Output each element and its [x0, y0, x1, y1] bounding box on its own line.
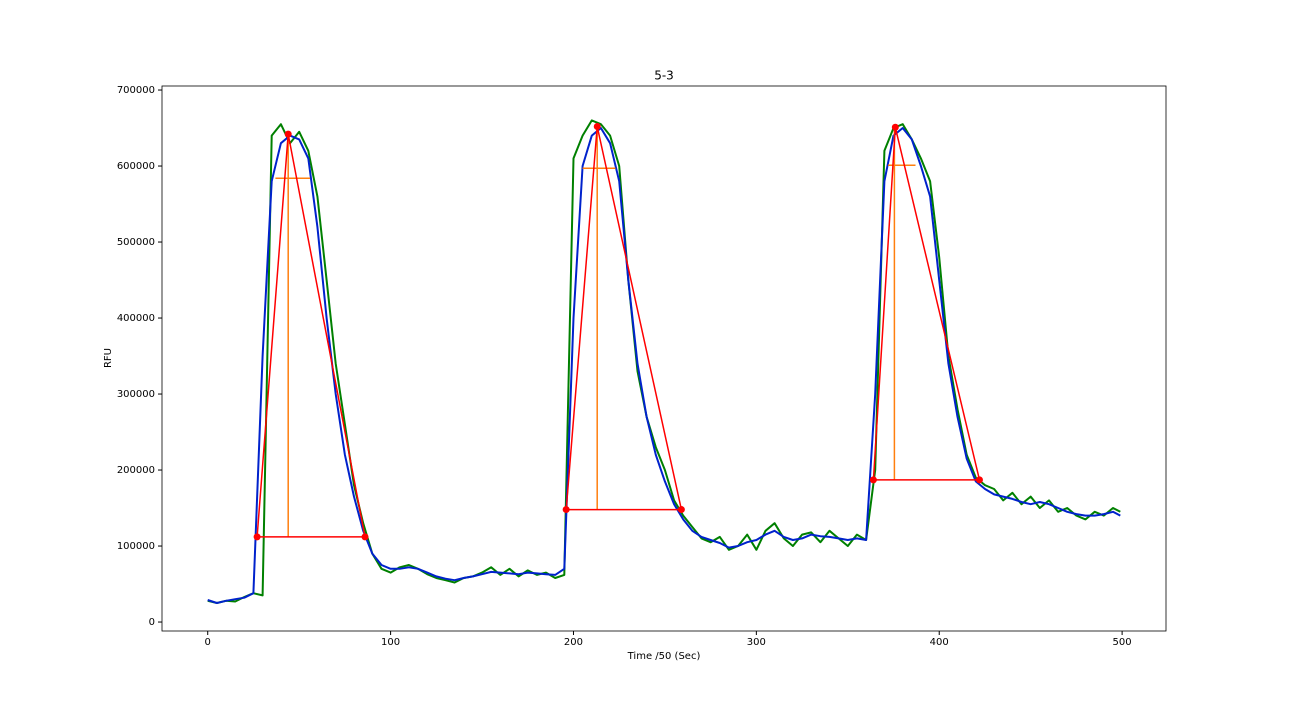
plot-frame — [161, 85, 1167, 632]
data-line — [275, 126, 916, 537]
x-tick-label: 100 — [381, 637, 400, 648]
y-tick-label: 100000 — [117, 541, 155, 552]
y-tick-label: 500000 — [117, 237, 155, 248]
y-axis-label: RFU — [103, 348, 114, 368]
y-tick-label: 300000 — [117, 389, 155, 400]
y-tick-label: 600000 — [117, 161, 155, 172]
data-point — [361, 533, 369, 541]
data-point — [869, 476, 877, 484]
chart-title: 5-3 — [654, 69, 674, 83]
y-tick-label: 700000 — [117, 85, 155, 96]
data-point — [593, 123, 601, 131]
data-point — [253, 533, 261, 541]
x-tick-label: 200 — [564, 637, 583, 648]
data-line — [207, 127, 1121, 604]
x-axis-label: Time /50 (Sec) — [627, 651, 701, 662]
x-tick-label: 0 — [205, 637, 211, 648]
data-point — [975, 476, 983, 484]
data-point — [284, 130, 292, 138]
x-tick-label: 300 — [747, 637, 766, 648]
x-tick-label: 400 — [930, 637, 949, 648]
data-line — [256, 125, 981, 538]
x-tick-label: 500 — [1113, 637, 1132, 648]
data-point — [562, 506, 570, 514]
data-point — [891, 123, 899, 131]
y-tick-label: 200000 — [117, 465, 155, 476]
data-point — [677, 506, 685, 514]
y-tick-label: 400000 — [117, 313, 155, 324]
y-tick-label: 0 — [149, 617, 155, 628]
